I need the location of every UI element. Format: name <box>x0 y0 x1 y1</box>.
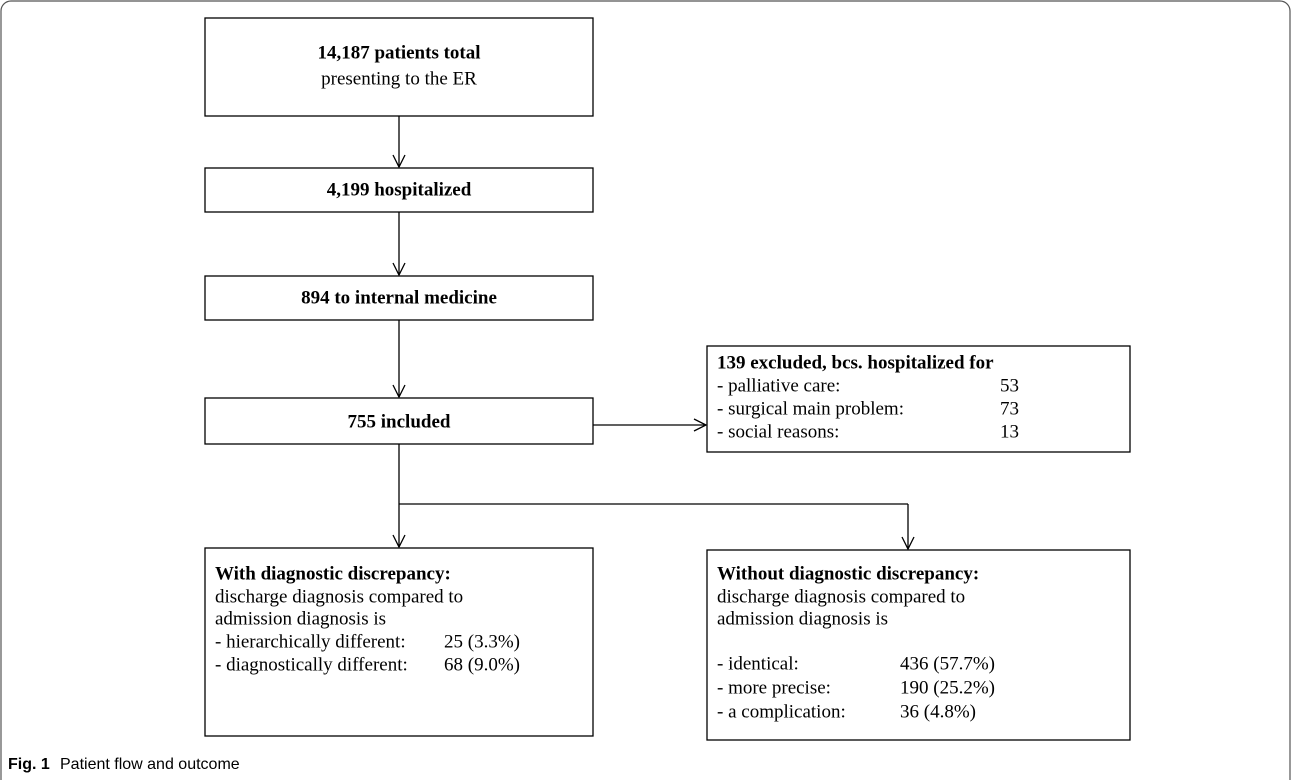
node-text: admission diagnosis is <box>717 608 888 629</box>
box <box>204 547 594 737</box>
box <box>204 275 594 321</box>
item-label: - surgical main problem: <box>717 398 904 419</box>
item-label: - identical: <box>717 653 799 674</box>
item-value: 13 <box>1000 421 1019 442</box>
node-text: presenting to the ER <box>321 68 477 89</box>
node-title: 755 included <box>348 411 451 432</box>
node-title: With diagnostic discrepancy: <box>215 563 451 584</box>
item-value: 25 (3.3%) <box>444 631 520 652</box>
node-text: discharge diagnosis compared to <box>215 586 463 607</box>
node-title: 894 to internal medicine <box>301 287 497 308</box>
node-text: discharge diagnosis compared to <box>717 586 965 607</box>
item-value: 190 (25.2%) <box>900 677 995 698</box>
node-text: admission diagnosis is <box>215 608 386 629</box>
node-title: 14,187 patients total <box>317 42 480 63</box>
item-value: 73 <box>1000 398 1019 419</box>
box <box>706 345 1131 453</box>
item-label: - more precise: <box>717 677 831 698</box>
item-value: 436 (57.7%) <box>900 653 995 674</box>
item-label: - palliative care: <box>717 375 840 396</box>
caption-label: Fig. 1 <box>8 756 50 773</box>
box <box>204 17 594 117</box>
item-value: 53 <box>1000 375 1019 396</box>
item-label: - hierarchically different: <box>215 631 406 652</box>
item-value: 36 (4.8%) <box>900 701 976 722</box>
item-label: - a complication: <box>717 701 846 722</box>
item-value: 68 (9.0%) <box>444 654 520 675</box>
connectors <box>392 116 915 551</box>
box <box>706 549 1131 741</box>
node-title: Without diagnostic discrepancy: <box>717 563 979 584</box>
item-label: - diagnostically different: <box>215 654 408 675</box>
node-title: 139 excluded, bcs. hospitalized for <box>717 352 994 373</box>
node-title: 4,199 hospitalized <box>327 179 472 200</box>
caption-text: Patient flow and outcome <box>60 756 240 773</box>
item-label: - social reasons: <box>717 421 839 442</box>
